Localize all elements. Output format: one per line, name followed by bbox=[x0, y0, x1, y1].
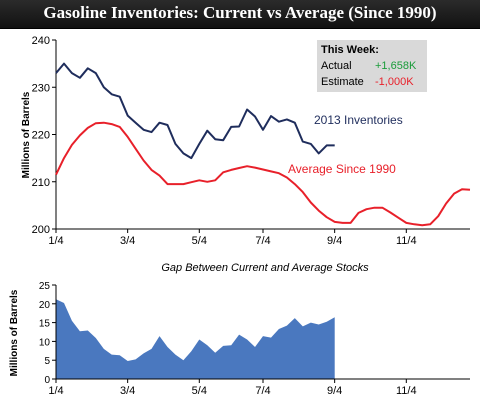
chart-title: Gasoline Inventories: Current vs Average… bbox=[43, 3, 437, 22]
estimate-label: Estimate bbox=[321, 76, 364, 88]
x-tick-label: 7/4 bbox=[255, 235, 270, 247]
title-bar: Gasoline Inventories: Current vs Average… bbox=[0, 0, 480, 29]
x-tick-label: 9/4 bbox=[327, 235, 342, 247]
top-series-group bbox=[55, 62, 471, 227]
y-tick-label: 20 bbox=[39, 300, 51, 311]
bottom-chart-title: Gap Between Current and Average Stocks bbox=[161, 262, 369, 274]
x-tick-label: 9/4 bbox=[327, 385, 342, 397]
y-tick-label: 10 bbox=[39, 337, 51, 348]
y-tick-label: 220 bbox=[32, 130, 50, 142]
x-tick-label: 1/4 bbox=[48, 385, 63, 397]
y-tick-label: 25 bbox=[39, 281, 51, 292]
x-tick-label: 3/4 bbox=[120, 235, 135, 247]
x-tick-label: 5/4 bbox=[192, 385, 207, 397]
top-y-ticks: 200 210 220 230 240 bbox=[32, 35, 56, 236]
bottom-x-ticks: 1/4 3/4 5/4 7/4 9/4 11/4 bbox=[48, 379, 417, 397]
top-x-ticks: 1/4 3/4 5/4 7/4 9/4 11/4 bbox=[48, 229, 417, 247]
bottom-y-ticks: 0 5 10 15 20 25 bbox=[39, 281, 56, 386]
this-week-box: This Week: Actual +1,658K Estimate -1,00… bbox=[317, 40, 427, 92]
series-label-average: Average Since 1990 bbox=[288, 162, 396, 176]
series-line-2013-inventories bbox=[55, 62, 335, 160]
y-tick-label: 5 bbox=[44, 356, 50, 367]
series-label-current: 2013 Inventories bbox=[314, 113, 403, 127]
x-tick-label: 1/4 bbox=[48, 235, 63, 247]
series-line-average-since-1990 bbox=[55, 121, 471, 227]
this-week-background bbox=[317, 40, 427, 92]
y-tick-label: 240 bbox=[32, 35, 50, 47]
bottom-series-group bbox=[56, 299, 335, 379]
x-tick-label: 3/4 bbox=[120, 385, 135, 397]
y-tick-label: 210 bbox=[32, 177, 50, 189]
y-tick-label: 200 bbox=[32, 224, 50, 236]
y-tick-label: 15 bbox=[39, 319, 51, 330]
actual-label: Actual bbox=[321, 60, 352, 72]
bottom-y-axis-label: Millions of Barrels bbox=[9, 289, 20, 376]
y-tick-label: 0 bbox=[44, 375, 50, 386]
x-tick-label: 11/4 bbox=[396, 385, 417, 397]
estimate-value: -1,000K bbox=[375, 76, 414, 88]
bottom-chart: Gap Between Current and Average Stocks 0… bbox=[9, 262, 470, 397]
y-tick-label: 230 bbox=[32, 82, 50, 94]
top-chart: 200 210 220 230 240 1/4 3/4 5/4 7/4 9/4 11/4 Mill… bbox=[21, 35, 471, 247]
actual-value: +1,658K bbox=[375, 60, 417, 72]
x-tick-label: 5/4 bbox=[192, 235, 207, 247]
top-y-axis-label: Millions of Barrels bbox=[21, 91, 32, 178]
x-tick-label: 7/4 bbox=[255, 385, 270, 397]
x-tick-label: 11/4 bbox=[396, 235, 417, 247]
gap-area bbox=[56, 299, 335, 379]
this-week-heading: This Week: bbox=[321, 44, 379, 56]
